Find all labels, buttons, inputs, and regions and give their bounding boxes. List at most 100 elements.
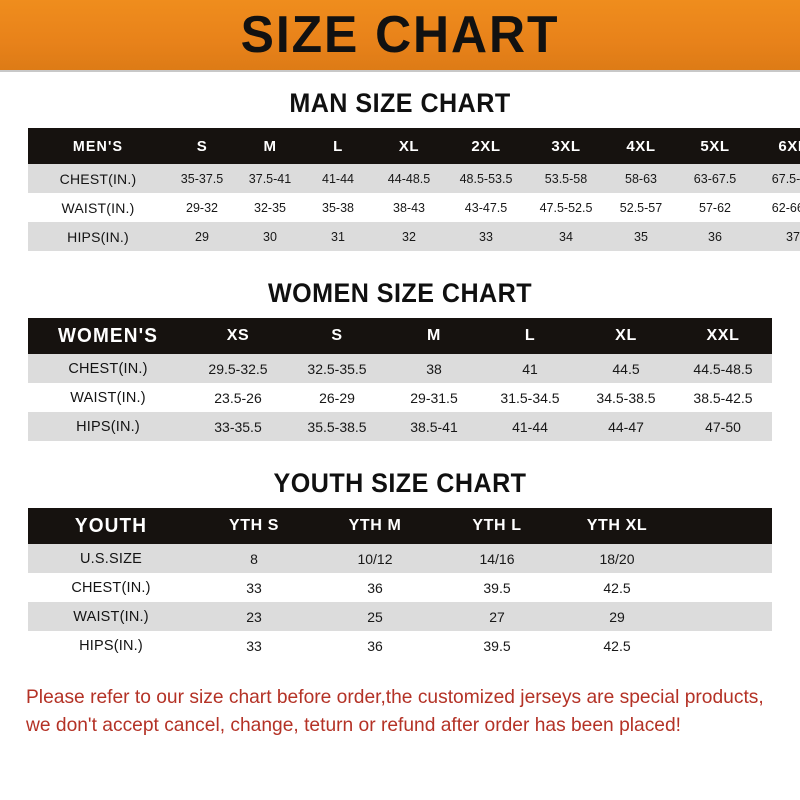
youth-header-row: YOUTH YTH S YTH M YTH L YTH XL: [28, 508, 772, 544]
youth-size-table: YOUTH YTH S YTH M YTH L YTH XL U.S.SIZE 8 10/12…: [28, 508, 772, 660]
women-column-header: S: [331, 327, 343, 344]
women-column-header: XXL: [706, 327, 740, 344]
man-column-header: L: [333, 137, 343, 155]
man-measurement-cell: 35: [634, 229, 648, 244]
man-measurement-cell: 37: [786, 229, 800, 244]
man-measurement-cell: 38-43: [393, 200, 425, 215]
man-header-row: MEN'S S M L XL 2XL 3XL 4XL 5XL 6XL: [28, 128, 800, 164]
women-size-table: WOMEN'S XS S M L XL XXL CHEST(IN.) 29.5-32.5 32.5…: [28, 318, 772, 441]
women-measurement-cell: 44-47: [608, 418, 644, 435]
man-column-header: 5XL: [700, 137, 730, 155]
women-measurement-cell: 29.5-32.5: [208, 360, 268, 377]
youth-measurement-cell: 42.5: [603, 579, 631, 596]
women-measurement-cell: 29-31.5: [410, 389, 458, 406]
women-row-label: HIPS(IN.): [76, 418, 140, 435]
women-measurement-cell: 34.5-38.5: [596, 389, 656, 406]
man-measurement-cell: 48.5-53.5: [459, 171, 513, 186]
page-title: SIZE CHART: [240, 6, 560, 64]
women-measurement-cell: 33-35.5: [214, 418, 262, 435]
man-section-title: MAN SIZE CHART: [289, 88, 511, 118]
youth-measurement-cell: 39.5: [483, 637, 511, 654]
man-measurement-cell: 29: [195, 229, 209, 244]
women-measurement-cell: 41-44: [512, 418, 548, 435]
man-measurement-cell: 31: [331, 229, 345, 244]
youth-row-label: HIPS(IN.): [79, 637, 143, 654]
man-chart-wrapper: MEN'S S M L XL 2XL 3XL 4XL 5XL 6XL CHEST(IN.) 35-37…: [28, 128, 800, 260]
youth-measurement-cell: 36: [367, 579, 383, 596]
youth-measurement-cell: 36: [367, 637, 383, 654]
women-measurement-cell: 23.5-26: [214, 389, 262, 406]
women-table-tail: [28, 441, 772, 450]
youth-corner-label: YOUTH: [74, 514, 148, 537]
youth-row-label: WAIST(IN.): [73, 608, 149, 625]
table-row: WAIST(IN.) 23.5-26 26-29 29-31.5 31.5-34.5 34…: [28, 383, 772, 412]
table-row: HIPS(IN.) 29 30 31 32 33 34 35 36 37: [28, 222, 800, 251]
man-measurement-cell: 67.5-72: [771, 171, 800, 186]
women-column-header: M: [427, 327, 441, 344]
table-row: CHEST(IN.) 33 36 39.5 42.5: [28, 573, 772, 602]
man-measurement-cell: 43-47.5: [464, 200, 508, 215]
women-measurement-cell: 41: [522, 360, 538, 377]
table-row: WAIST(IN.) 23 25 27 29: [28, 602, 772, 631]
table-row: HIPS(IN.) 33 36 39.5 42.5: [28, 631, 772, 660]
women-measurement-cell: 44.5-48.5: [693, 360, 753, 377]
women-column-header: XS: [226, 327, 250, 344]
youth-measurement-cell: 10/12: [357, 550, 393, 567]
man-column-header: XL: [398, 137, 420, 155]
women-measurement-cell: 32.5-35.5: [307, 360, 367, 377]
women-row-label: WAIST(IN.): [70, 389, 146, 406]
youth-measurement-cell: [676, 631, 772, 660]
youth-measurement-cell: 14/16: [479, 550, 515, 567]
women-header-row: WOMEN'S XS S M L XL XXL: [28, 318, 772, 354]
women-measurement-cell: 47-50: [705, 418, 741, 435]
man-row-label: HIPS(IN.): [67, 228, 129, 245]
youth-column-header: [676, 508, 772, 544]
notice-line-2: we don't accept cancel, change, teturn o…: [26, 714, 682, 737]
man-measurement-cell: 33: [479, 229, 493, 244]
youth-column-header: YTH S: [228, 517, 280, 534]
man-measurement-cell: 41-44: [322, 171, 354, 186]
youth-measurement-cell: 18/20: [599, 550, 635, 567]
youth-measurement-cell: 27: [489, 608, 505, 625]
women-row-label: CHEST(IN.): [68, 360, 148, 377]
man-column-header: 6XL: [778, 137, 800, 155]
man-measurement-cell: 58-63: [625, 171, 657, 186]
women-corner-label: WOMEN'S: [57, 324, 159, 347]
youth-measurement-cell: [676, 602, 772, 631]
youth-measurement-cell: 42.5: [603, 637, 631, 654]
man-measurement-cell: 32: [402, 229, 416, 244]
man-column-header: M: [263, 137, 277, 155]
man-size-table: MEN'S S M L XL 2XL 3XL 4XL 5XL 6XL CHEST(IN.) 35-37…: [28, 128, 800, 251]
man-column-header: 3XL: [551, 137, 581, 155]
man-measurement-cell: 44-48.5: [387, 171, 431, 186]
youth-measurement-cell: 39.5: [483, 579, 511, 596]
man-measurement-cell: 63-67.5: [693, 171, 737, 186]
man-measurement-cell: 32-35: [254, 200, 286, 215]
youth-measurement-cell: 23: [246, 608, 262, 625]
man-measurement-cell: 53.5-58: [544, 171, 588, 186]
women-column-header: L: [524, 327, 536, 344]
youth-measurement-cell: 8: [250, 550, 258, 567]
youth-measurement-cell: 33: [246, 579, 262, 596]
youth-row-label: CHEST(IN.): [71, 579, 151, 596]
youth-column-header: YTH L: [472, 517, 522, 534]
table-row: CHEST(IN.) 35-37.5 37.5-41 41-44 44-48.5 48.5…: [28, 164, 800, 193]
youth-table-tail: [28, 660, 772, 669]
page-banner: SIZE CHART: [0, 0, 800, 72]
man-column-header: 2XL: [471, 137, 501, 155]
women-measurement-cell: 44.5: [612, 360, 640, 377]
youth-column-header: YTH XL: [586, 517, 648, 534]
man-measurement-cell: 52.5-57: [619, 200, 663, 215]
table-row: HIPS(IN.) 33-35.5 35.5-38.5 38.5-41 41-44 44-…: [28, 412, 772, 441]
man-measurement-cell: 35-38: [322, 200, 354, 215]
table-row: U.S.SIZE 8 10/12 14/16 18/20: [28, 544, 772, 573]
man-measurement-cell: 30: [263, 229, 277, 244]
youth-column-header: YTH M: [348, 517, 402, 534]
table-row: WAIST(IN.) 29-32 32-35 35-38 38-43 43-47.5 47.…: [28, 193, 800, 222]
youth-measurement-cell: 29: [609, 608, 625, 625]
man-measurement-cell: 29-32: [186, 200, 218, 215]
man-measurement-cell: 37.5-41: [248, 171, 292, 186]
man-measurement-cell: 62-66.5: [771, 200, 800, 215]
women-measurement-cell: 38: [426, 360, 442, 377]
women-measurement-cell: 35.5-38.5: [307, 418, 367, 435]
